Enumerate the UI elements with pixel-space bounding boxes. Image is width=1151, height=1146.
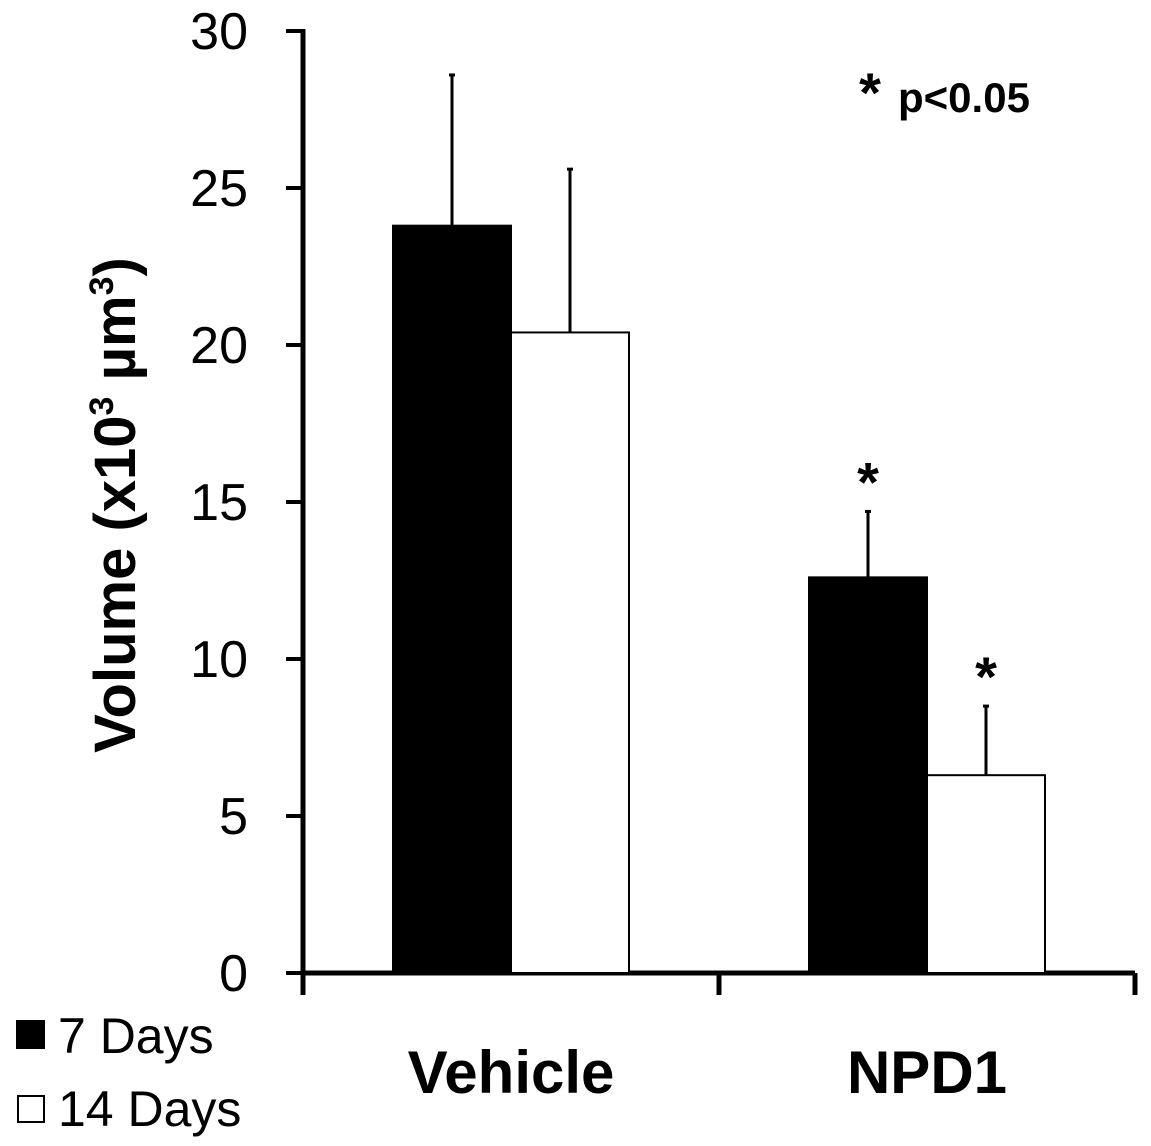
bar <box>510 331 630 974</box>
y-axis-title-sup: 3 <box>83 397 121 416</box>
legend-label-14-days: 14 Days <box>58 1081 241 1137</box>
bar <box>392 224 512 974</box>
y-tick-label: 0 <box>219 945 248 1003</box>
legend-label-7-days: 7 Days <box>58 1008 214 1064</box>
y-tick-label: 15 <box>190 474 248 532</box>
bar <box>808 576 928 974</box>
y-tick-label: 10 <box>190 631 248 689</box>
y-tick-label: 5 <box>219 788 248 846</box>
bar <box>926 774 1046 974</box>
x-category-label: NPD1 <box>847 1039 1007 1106</box>
significance-star: * <box>975 645 997 708</box>
y-axis-title: Volume (x103 µm3) <box>83 257 148 753</box>
y-tick-label: 25 <box>190 160 248 218</box>
legend-swatch-14-days <box>17 1095 45 1123</box>
y-axis-title-main: Volume (x10 <box>83 415 148 752</box>
x-category-label: Vehicle <box>408 1039 615 1106</box>
y-axis-title-close: ) <box>83 257 148 276</box>
legend-swatch-7-days <box>16 1020 45 1049</box>
significance-star: * <box>857 450 879 513</box>
plot-area: 0 5 10 15 20 25 30 Vehicle * * NPD1 <box>190 3 1138 1106</box>
y-axis-title-unit: µm <box>83 295 148 396</box>
significance-note-text: p<0.05 <box>898 74 1030 121</box>
y-axis-title-sup2: 3 <box>83 276 121 295</box>
y-tick-label: 30 <box>190 3 248 61</box>
y-tick-label: 20 <box>190 317 248 375</box>
significance-note-star: * <box>859 61 881 124</box>
